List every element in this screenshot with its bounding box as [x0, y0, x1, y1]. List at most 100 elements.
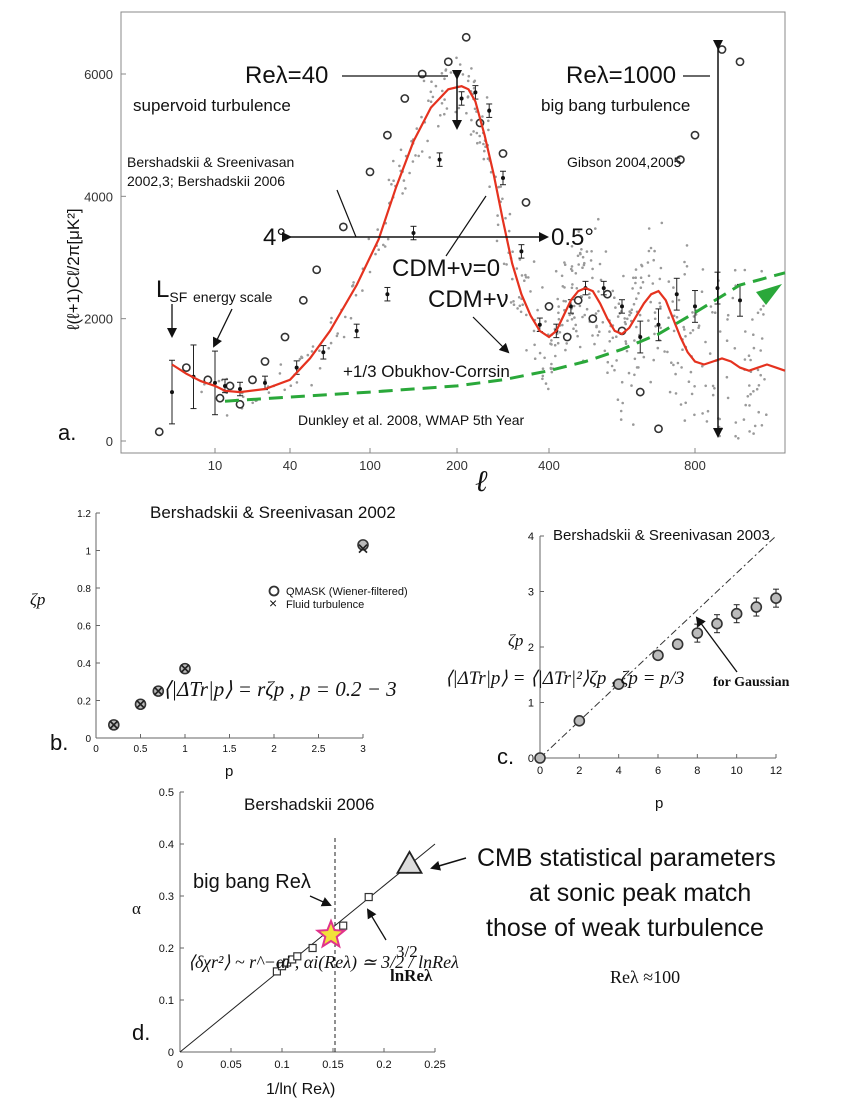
scatter-dot: [578, 345, 582, 349]
scatter-dot: [676, 361, 680, 365]
scatter-dot: [578, 304, 582, 308]
scatter-dot: [566, 319, 569, 323]
scatter-dot: [674, 392, 678, 395]
panel-d-ylabel: α: [132, 899, 141, 918]
scatter-dot: [473, 79, 477, 83]
scatter-dot: [762, 304, 765, 308]
scatter-dot: [279, 363, 283, 366]
scatter-dot: [633, 339, 636, 342]
x-tick-label: 800: [684, 458, 706, 473]
scatter-dot: [496, 223, 500, 227]
open-circle: [498, 149, 508, 158]
scatter-dot: [478, 141, 482, 144]
scatter-dot: [544, 320, 547, 323]
scatter-dot: [561, 285, 565, 288]
scatter-dot: [392, 159, 395, 163]
scatter-dot: [564, 348, 567, 352]
panel-d-y-ticks: 0 0.1 0.2 0.3 0.4 0.5: [159, 787, 184, 1059]
scatter-dot: [431, 95, 435, 99]
scatter-dot: [631, 287, 634, 290]
scatter-dot: [613, 368, 616, 372]
fluid-point: [358, 544, 368, 554]
scatter-dot: [449, 71, 453, 74]
scatter-dot: [488, 185, 491, 188]
scatter-dot: [682, 325, 685, 329]
scatter-dot: [289, 384, 293, 388]
scatter-dot: [557, 317, 561, 321]
scatter-dot: [485, 96, 489, 99]
scatter-dot: [674, 372, 677, 376]
x-tick-label: 200: [446, 458, 468, 473]
scatter-dot: [701, 268, 705, 271]
x-tick-label: 40: [283, 458, 297, 473]
x-tick-label: 12: [770, 765, 782, 777]
scatter-dot: [554, 354, 557, 358]
scatter-dot: [576, 334, 579, 338]
scatter-dot: [408, 171, 411, 175]
scatter-dot: [617, 302, 621, 306]
binned-point: [385, 292, 390, 297]
scatter-dot: [374, 252, 377, 256]
scatter-dot: [461, 73, 465, 76]
scatter-dot: [751, 318, 754, 321]
scatter-dot: [748, 404, 751, 407]
x-tick-label: 6: [655, 765, 661, 777]
scatter-dot: [726, 318, 729, 321]
scatter-dot: [445, 107, 449, 110]
scatter-dot: [329, 321, 333, 324]
scatter-dot: [470, 118, 473, 122]
scatter-dot: [502, 262, 506, 266]
scatter-dot: [632, 423, 635, 426]
scatter-dot: [509, 301, 513, 304]
scatter-dot: [621, 401, 624, 405]
scatter-dot: [691, 329, 695, 332]
scatter-dot: [225, 414, 229, 417]
scatter-dot: [734, 434, 737, 438]
scatter-dot: [336, 332, 340, 335]
scatter-dot: [689, 331, 692, 335]
scatter-dot: [647, 249, 651, 253]
scatter-dot: [632, 302, 636, 306]
scatter-dot: [599, 278, 603, 282]
zeta-point: [750, 601, 763, 613]
panel-c-x-ticks: 0 2 4 6 8 10 12: [537, 754, 782, 777]
scatter-dot: [749, 358, 752, 362]
binned-point: [459, 96, 464, 101]
scatter-dot: [318, 349, 321, 353]
scatter-dot: [737, 437, 740, 440]
zeta-point: [534, 752, 546, 764]
scatter-dot: [641, 280, 645, 284]
scatter-dot: [524, 276, 528, 279]
x-tick-label: 0.2: [376, 1059, 391, 1071]
open-circle: [154, 427, 164, 437]
panel-a-open-circles: [154, 32, 745, 437]
scatter-dot: [759, 373, 762, 377]
open-circle: [635, 387, 645, 397]
re-100-label: Reλ ≈100: [610, 967, 680, 987]
scatter-dot: [398, 164, 401, 168]
x-tick-label: 1.5: [223, 744, 237, 755]
big-bang-star: [314, 918, 347, 949]
scatter-dot: [367, 237, 371, 241]
panel-d-title: Bershadskii 2006: [244, 795, 374, 814]
scatter-dot: [622, 274, 625, 278]
y-tick-label: 2000: [84, 312, 113, 327]
binned-point: [354, 328, 359, 333]
scatter-dot: [585, 307, 589, 311]
gibson-label: Gibson 2004,2005: [567, 154, 682, 170]
scatter-dot: [706, 409, 710, 413]
scatter-dot: [752, 333, 755, 337]
scatter-dot: [420, 150, 424, 153]
x-tick-label: 2: [271, 744, 277, 755]
scatter-dot: [670, 361, 673, 365]
triangle-marker: [395, 849, 424, 874]
y-tick-label: 4: [528, 531, 534, 543]
gaussian-label: for Gaussian: [713, 675, 790, 690]
scatter-dot: [466, 79, 470, 83]
scatter-dot: [417, 154, 421, 158]
scatter-dot: [570, 269, 574, 273]
scatter-dot: [677, 298, 681, 302]
scatter-dot: [563, 261, 566, 264]
scatter-dot: [478, 134, 482, 138]
scatter-dot: [512, 300, 515, 303]
